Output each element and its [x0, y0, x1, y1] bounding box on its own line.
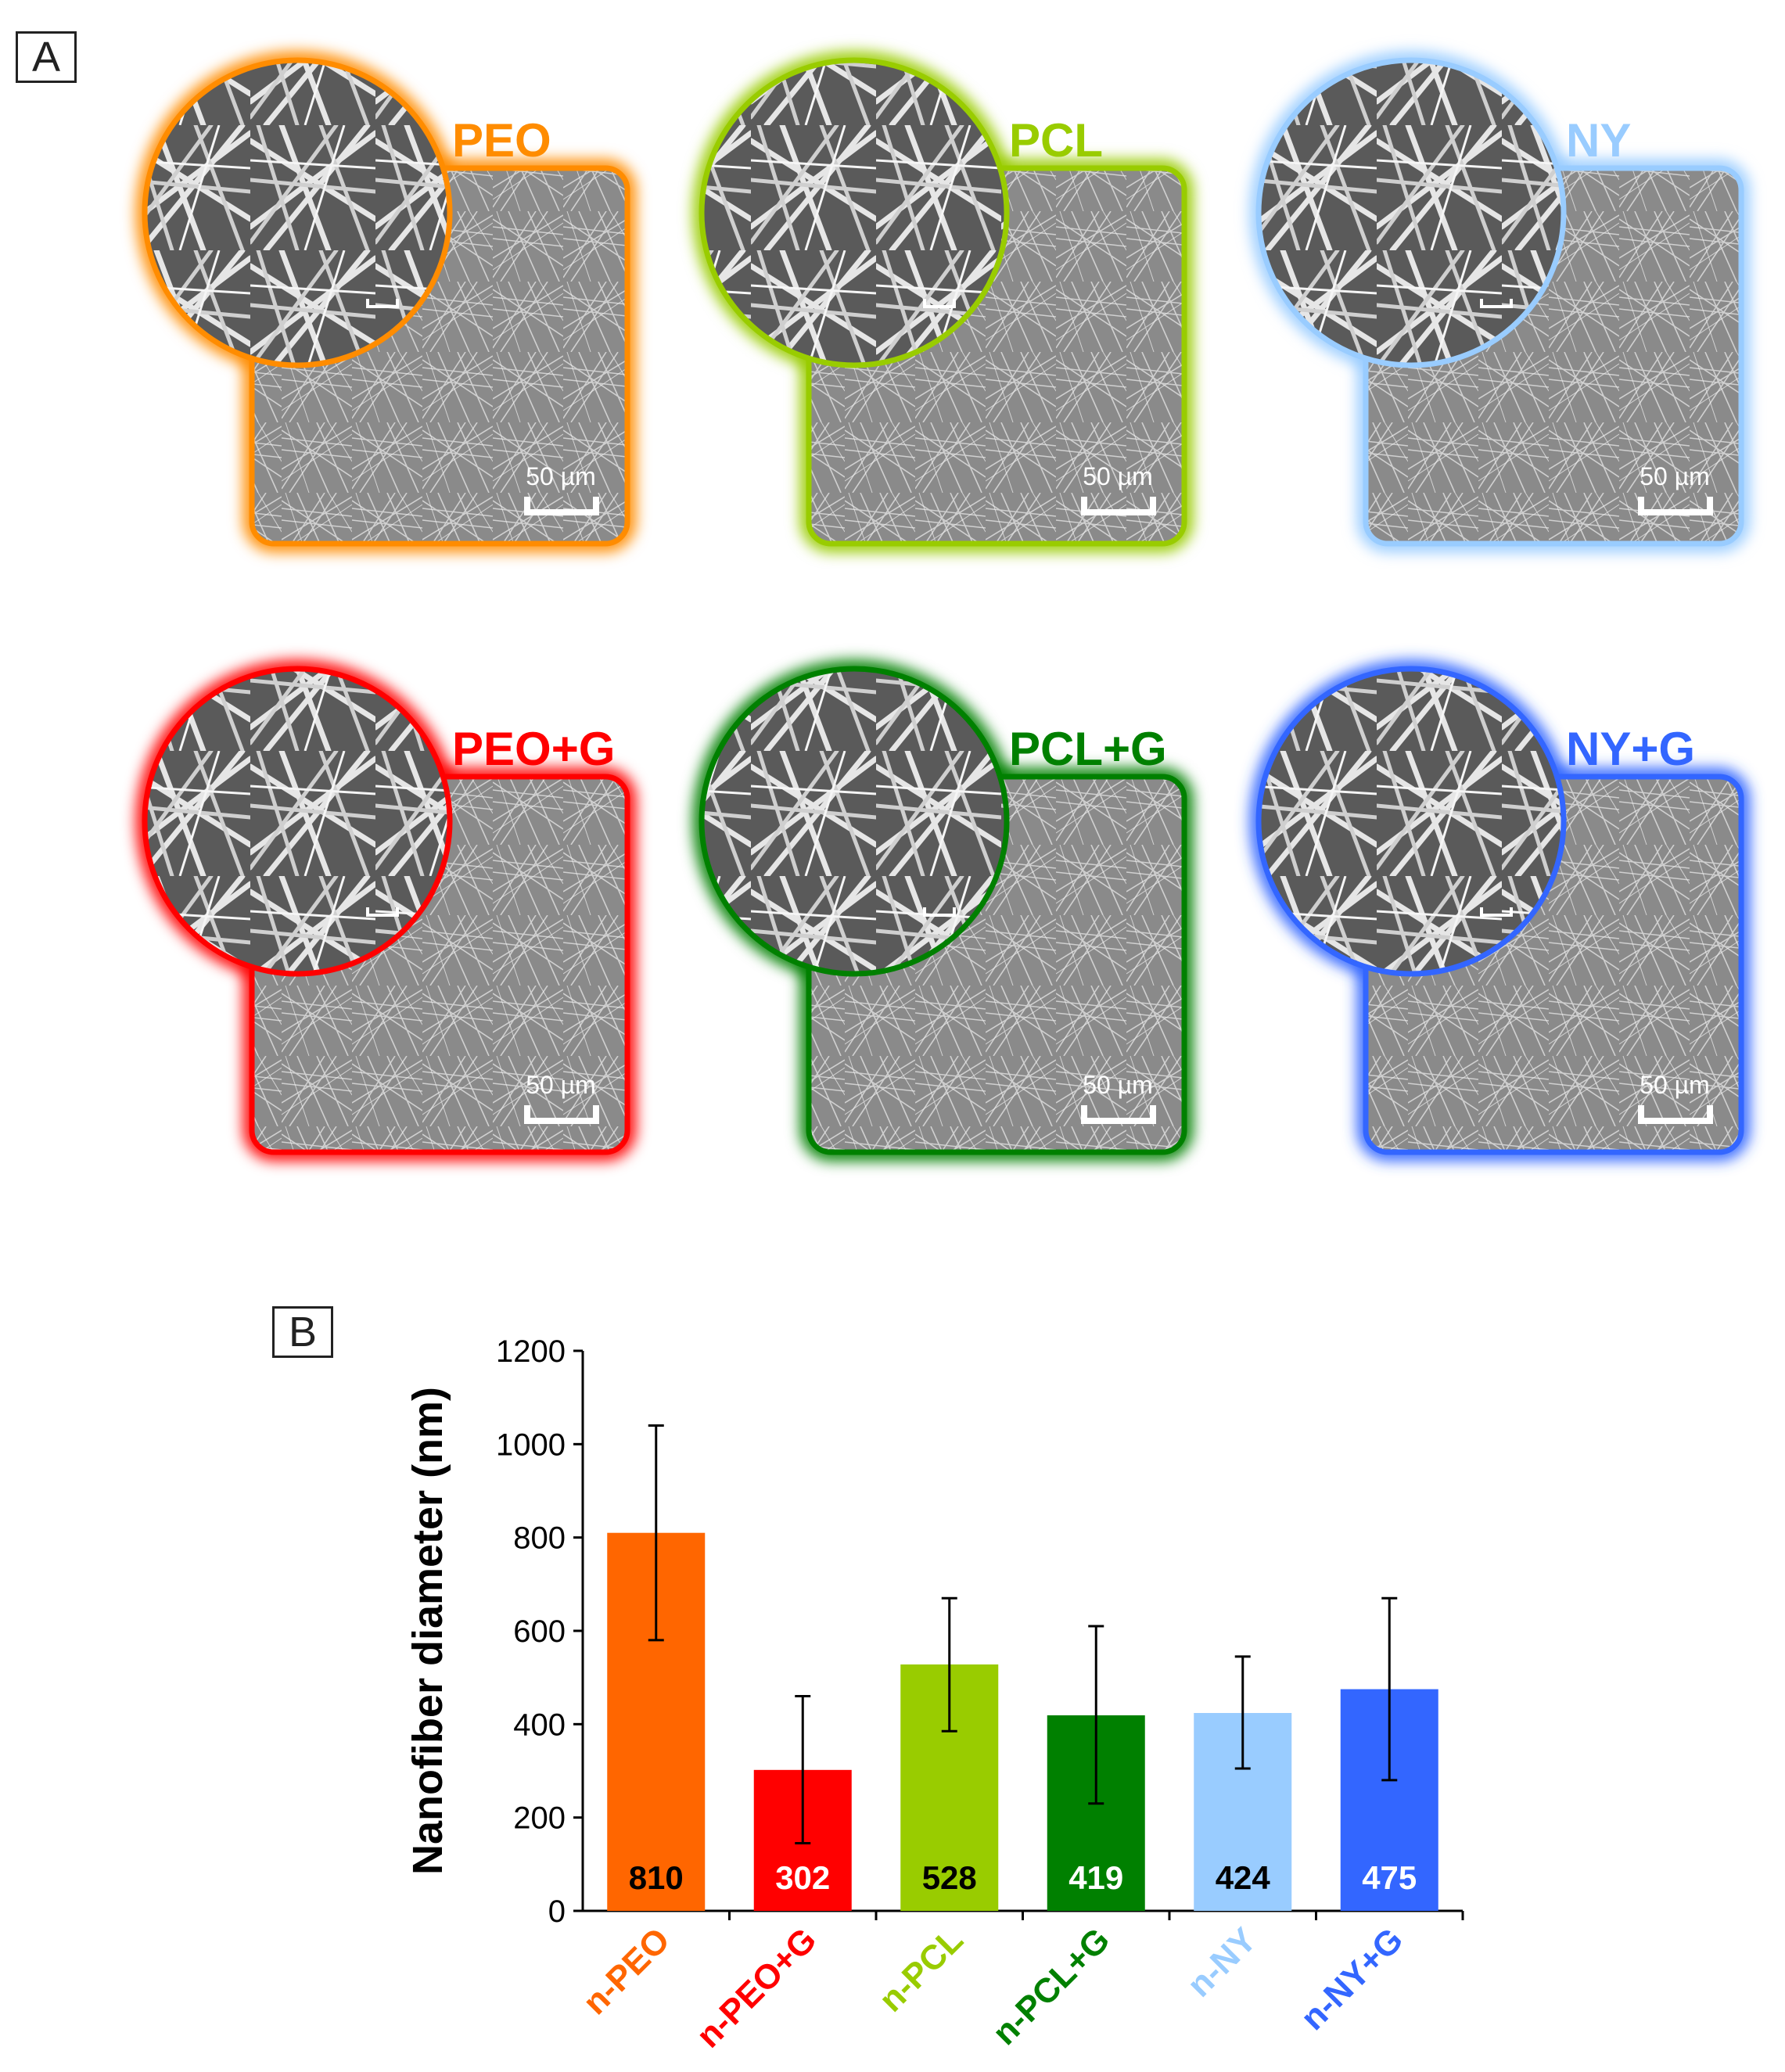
panel-a-label: A — [16, 31, 77, 83]
scale-bar — [1638, 1105, 1713, 1124]
y-tick-label: 200 — [513, 1801, 566, 1836]
bar-value-label: 528 — [922, 1859, 977, 1896]
y-tick-label: 800 — [513, 1521, 566, 1556]
sem-tile: 50 µm PEO — [136, 52, 636, 552]
bar-value-label: 419 — [1068, 1859, 1123, 1896]
tile-label: PCL+G — [1009, 723, 1167, 775]
x-tick-label: n-NY+G — [1294, 1920, 1411, 2038]
zoom-scale-bar — [1480, 299, 1513, 308]
panel-b-label: B — [272, 1306, 333, 1358]
sem-tile: 50 µm PCL+G — [693, 660, 1193, 1161]
scale-bar — [524, 1105, 599, 1124]
bar-value-label: 810 — [629, 1859, 684, 1896]
scale-bar-label: 50 µm — [526, 462, 596, 490]
sem-zoom-image — [1255, 57, 1567, 368]
zoom-scale-bar — [366, 907, 399, 917]
scale-bar-label: 50 µm — [1640, 1071, 1710, 1099]
tile-label: NY+G — [1566, 723, 1695, 775]
tile-label: PEO+G — [452, 723, 615, 775]
x-tick-label: n-NY — [1180, 1920, 1264, 2004]
sem-zoom-image — [699, 57, 1010, 368]
sem-zoom-image — [142, 666, 453, 977]
scale-bar — [1081, 1105, 1156, 1124]
sem-tile: 50 µm NY+G — [1250, 660, 1750, 1161]
bar-value-label: 475 — [1362, 1859, 1417, 1896]
y-tick-label: 600 — [513, 1614, 566, 1649]
zoom-scale-bar — [923, 907, 956, 917]
scale-bar-label: 50 µm — [1083, 1071, 1153, 1099]
scale-bar-label: 50 µm — [1083, 462, 1153, 490]
tile-label: NY — [1566, 114, 1631, 167]
zoom-scale-bar — [366, 299, 399, 308]
sem-zoom-image — [142, 57, 453, 368]
x-tick-label: n-PEO — [576, 1920, 677, 2022]
tile-label: PCL — [1009, 114, 1103, 167]
scale-bar — [524, 497, 599, 515]
y-axis-label: Nanofiber diameter (nm) — [404, 1387, 451, 1875]
y-tick-label: 1200 — [496, 1334, 566, 1369]
y-tick-label: 0 — [548, 1894, 566, 1929]
x-tick-label: n-PCL+G — [986, 1920, 1118, 2052]
bar-value-label: 302 — [775, 1859, 830, 1896]
sem-zoom-image — [1255, 666, 1567, 977]
scale-bar — [1081, 497, 1156, 515]
zoom-scale-bar — [923, 299, 956, 308]
x-tick-label: n-PCL — [872, 1920, 971, 2019]
sem-tile: 50 µm PEO+G — [136, 660, 636, 1161]
scale-bar — [1638, 497, 1713, 515]
x-tick-label: n-PEO+G — [689, 1920, 824, 2055]
zoom-scale-bar — [1480, 907, 1513, 917]
sem-zoom-image — [699, 666, 1010, 977]
bar-chart: 0 200 400 600 800 1000 1200 Nanofiber diameter … — [404, 1334, 1464, 2056]
sem-tile: 50 µm NY — [1250, 52, 1750, 552]
sem-tiles: 50 µm PEO 50 µm PCL 50 µm NY 50 µm PEO+G 50 µm PC… — [136, 52, 1750, 1161]
sem-tile: 50 µm PCL — [693, 52, 1193, 552]
bar-value-label: 424 — [1216, 1859, 1271, 1896]
scale-bar-label: 50 µm — [526, 1071, 596, 1099]
y-tick-label: 1000 — [496, 1427, 566, 1462]
tile-label: PEO — [452, 114, 551, 167]
y-tick-label: 400 — [513, 1708, 566, 1742]
scale-bar-label: 50 µm — [1640, 462, 1710, 490]
